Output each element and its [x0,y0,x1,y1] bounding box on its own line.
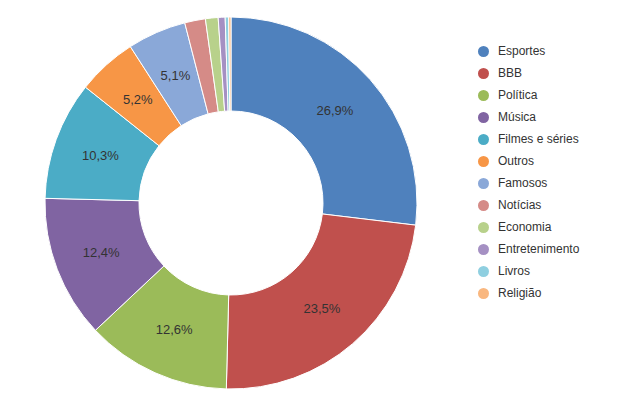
html-text:Religião: Religião [498,286,542,300]
svg-text:12,6%: 12,6% [156,322,193,337]
html-text:Outros: Outros [498,154,534,168]
html-text:Livros: Livros [498,264,530,278]
html-text:Entretenimento: Entretenimento [498,242,580,256]
svg-text:12,4%: 12,4% [83,245,120,260]
html-text:Música: Música [498,110,536,124]
html-text:Famosos: Famosos [498,176,548,190]
html-text:Filmes e séries: Filmes e séries [498,132,579,146]
html-text:Notícias: Notícias [498,198,542,212]
html-text:Política: Política [498,88,538,102]
html-text:BBB: BBB [498,66,522,80]
html-text:Esportes: Esportes [498,44,546,58]
svg-text:26,9%: 26,9% [317,103,354,118]
svg-text:5,2%: 5,2% [123,92,153,107]
svg-text:23,5%: 23,5% [303,301,340,316]
html-text:Economia: Economia [498,220,552,234]
svg-text:10,3%: 10,3% [82,148,119,163]
svg-text:5,1%: 5,1% [161,68,191,83]
